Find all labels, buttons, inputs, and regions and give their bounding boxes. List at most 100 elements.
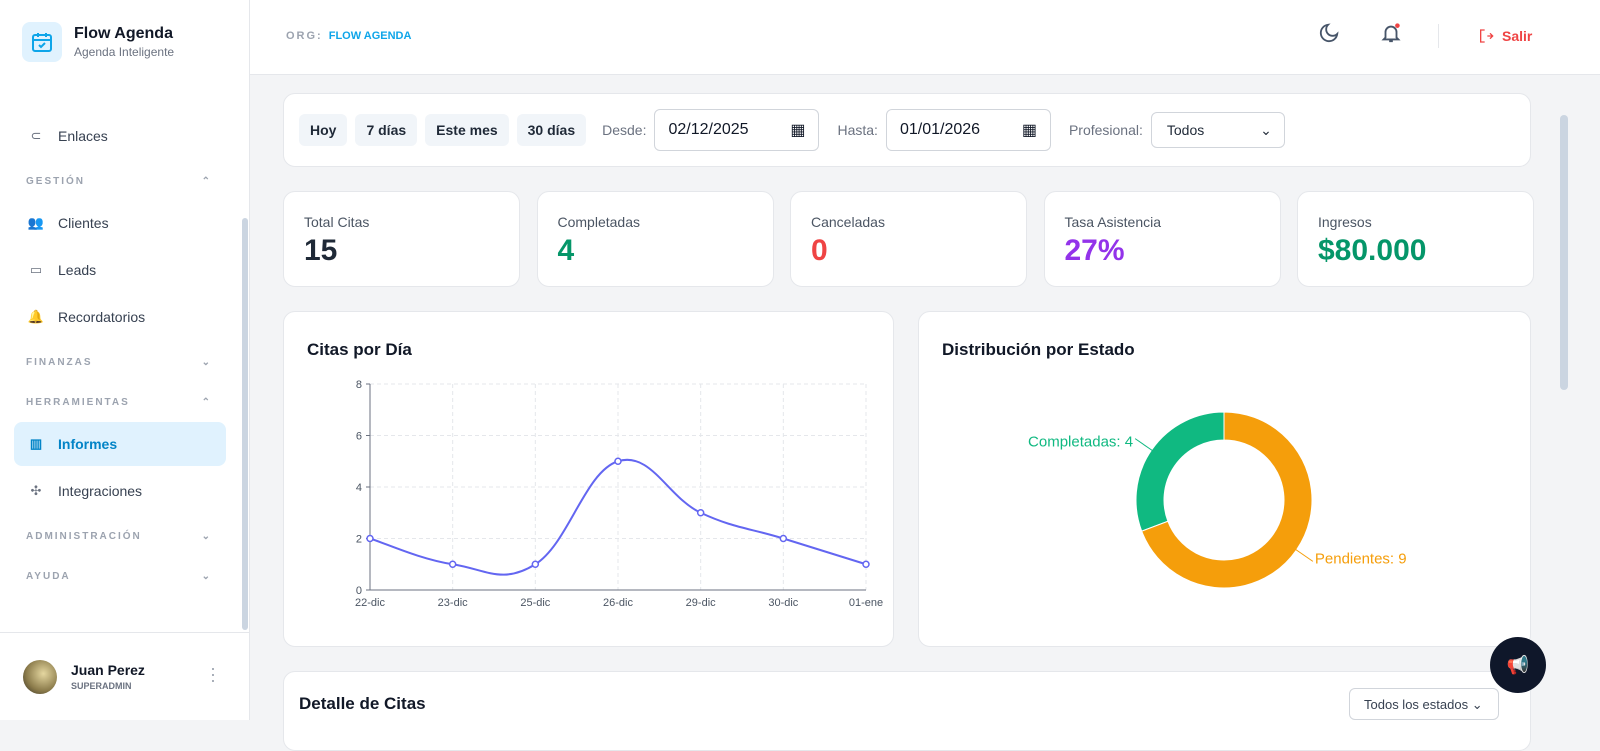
chevron-up-icon: ⌃ [201,175,212,187]
main-scrollbar[interactable] [1560,115,1568,390]
sidebar-item-leads[interactable]: ▭ Leads [14,248,226,292]
slice-label: Pendientes: 9 [1315,550,1407,567]
chevron-down-icon: ⌄ [201,570,212,582]
sidebar-item-integraciones[interactable]: ✣ Integraciones [14,469,226,513]
chart-title: Citas por Día [307,340,412,359]
filter-today-button[interactable]: Hoy [299,114,348,146]
professional-select[interactable]: Todos ⌄ [1150,112,1285,148]
kpi-value: 0 [811,234,828,267]
kpi-value: $80.000 [1318,234,1427,267]
sidebar-item-label: Integraciones [58,483,143,499]
filter-7-days-button[interactable]: 7 días [355,114,418,146]
filter-30-days-button[interactable]: 30 días [516,114,587,146]
data-point[interactable] [366,534,374,543]
id-card-icon: ▭ [29,262,43,277]
section-label: FINANZAS [26,356,93,368]
from-date-input[interactable]: 02/12/2025 ▦ [654,109,820,151]
to-label: Hasta: [837,122,878,138]
sidebar-item-enlaces[interactable]: ⊂ Enlaces [14,114,226,158]
org-name: FLOW AGENDA [328,30,412,42]
data-point[interactable] [614,457,622,465]
user-profile[interactable]: Juan Perez SUPERADMIN · · · [0,632,250,720]
kpi-value: 15 [304,234,338,267]
sidebar-item-recordatorios[interactable]: 🔔 Recordatorios [14,295,226,339]
y-tick-label: 0 [356,585,362,597]
sidebar-item-label: Clientes [58,215,109,231]
sidebar-section-administración[interactable]: ADMINISTRACIÓN ⌄ [14,516,226,556]
x-tick-label: 26-dic [603,597,633,609]
brand-subtitle: Agenda Inteligente [74,45,175,59]
daily-appointments-chart-card: Citas por Día 0 2 4 6 8 22-dic 23-dic 25-dic 26-… [283,311,894,647]
top-header: ORG: FLOW AGENDA Salir [250,0,1600,75]
donut-chart: Completadas: 4 Pendientes: 9 [1028,411,1407,589]
x-tick-label: 01-ene [849,597,883,609]
bell-ring-icon: 🔔 [27,309,45,324]
section-label: ADMINISTRACIÓN [26,530,142,542]
kpi-card: Ingresos $80.000 [1297,191,1534,287]
donut-slice-completadas[interactable] [1135,411,1225,532]
chevron-up-icon: ⌃ [201,396,212,408]
y-tick-label: 2 [356,534,362,546]
data-point[interactable] [696,509,705,517]
kpi-value: 4 [557,234,575,267]
sidebar-scrollbar[interactable] [242,218,248,630]
chevron-down-icon: ⌄ [201,356,212,368]
x-tick-label: 22-dic [355,597,385,609]
logout-label: Salir [1502,28,1533,44]
professional-value: Todos [1166,122,1205,138]
kpi-label: Tasa Asistencia [1064,214,1162,230]
sidebar-item-clientes[interactable]: 👥 Clientes [14,201,226,245]
org-indicator: ORG: FLOW AGENDA [286,30,411,42]
network-icon: ✣ [30,483,42,498]
sidebar-section-gestión[interactable]: GESTIÓN ⌃ [14,161,226,201]
kpi-card: Tasa Asistencia 27% [1043,191,1281,287]
professional-label: Profesional: [1068,122,1143,138]
data-point[interactable] [531,560,540,568]
section-label: AYUDA [26,570,71,582]
logout-button[interactable]: Salir [1478,28,1532,44]
kpi-label: Ingresos [1318,214,1372,230]
slice-label-line [1294,548,1314,562]
user-name: Juan Perez [71,662,145,678]
sidebar: Flow Agenda Agenda Inteligente ⊂ Enlaces G… [0,0,250,720]
status-filter-select[interactable]: Todos los estados ⌄ [1349,688,1499,720]
calendar-icon[interactable]: ▦ [1021,122,1037,139]
chart-title: Distribución por Estado [942,340,1135,359]
filter-this-month-button[interactable]: Este mes [425,114,509,146]
more-vertical-icon[interactable]: · · · [210,658,216,690]
header-divider [1438,24,1439,48]
calendar-icon[interactable]: ▦ [790,122,806,139]
bell-icon[interactable] [1380,22,1402,49]
sidebar-item-informes[interactable]: ▥ Informes [14,422,226,466]
org-label: ORG: [286,30,323,42]
y-tick-label: 8 [356,379,362,391]
sidebar-item-label: Enlaces [58,128,108,144]
avatar [23,659,57,694]
kpi-label: Completadas [557,214,641,230]
link-icon: ⊂ [30,128,42,143]
brand[interactable]: Flow Agenda Agenda Inteligente [22,22,174,62]
moon-icon[interactable] [1318,22,1340,49]
calendar-check-icon [22,22,62,62]
megaphone-icon: 📢 [1506,654,1530,675]
logout-icon [1480,29,1494,43]
data-point[interactable] [779,534,788,543]
sidebar-item-label: Informes [58,436,118,452]
line-chart: 0 2 4 6 8 22-dic 23-dic 25-dic 26-dic 29-dic 30-di… [355,379,883,609]
section-label: GESTIÓN [26,175,86,187]
kpi-card: Completadas 4 [536,191,774,287]
donut-slice-pendientes[interactable] [1141,411,1313,589]
chart-icon: ▥ [29,436,43,451]
sidebar-section-herramientas[interactable]: HERRAMIENTAS ⌃ [14,382,226,422]
data-point[interactable] [448,560,457,568]
to-date-input[interactable]: 01/01/2026 ▦ [885,109,1051,151]
sidebar-section-ayuda[interactable]: AYUDA ⌄ [14,556,226,596]
sidebar-section-finanzas[interactable]: FINANZAS ⌄ [14,342,226,382]
kpi-value: 27% [1064,234,1125,267]
status-filter-value: Todos los estados [1364,697,1469,712]
data-point[interactable] [862,560,870,568]
from-date-value: 02/12/2025 [668,121,749,138]
filters-bar: Hoy 7 días Este mes 30 días Desde: 02/12… [283,93,1531,167]
brand-title: Flow Agenda [74,25,173,42]
announcements-button[interactable]: 📢 [1490,637,1546,693]
